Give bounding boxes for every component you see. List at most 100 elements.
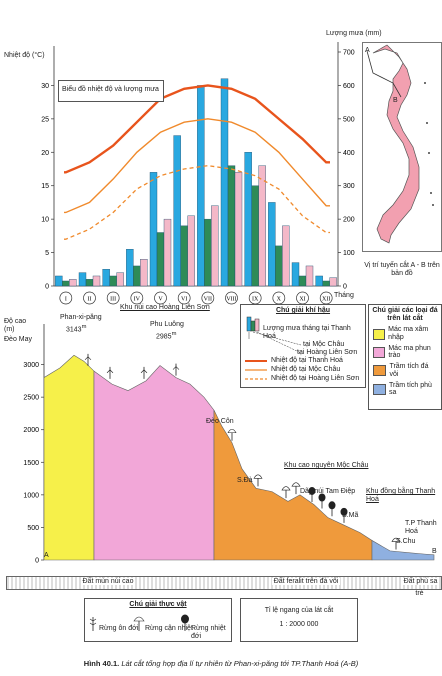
month-label: VI: [181, 297, 187, 303]
rock-label: Mác ma phun trào: [388, 344, 431, 360]
legend-leader-2: [252, 331, 302, 346]
rain-bar: [78, 272, 87, 287]
month-label: VII: [204, 297, 212, 303]
island-dot: [430, 192, 432, 194]
rock-swatch: [373, 365, 387, 377]
rain-bar: [258, 165, 266, 287]
right-tick-label: 600: [343, 83, 355, 90]
rain-bar: [329, 277, 337, 287]
terrain-profile: 0 500 1000 1500 2000 2500 3000: [23, 324, 435, 565]
tropical-forest-icon: [181, 614, 189, 631]
subtropical-tree-crown: [281, 486, 291, 491]
right-tick-label: 300: [343, 183, 355, 190]
soil-2-label: Đất phù sa trẻ: [402, 578, 438, 597]
scale-label: Tỉ lệ ngang của lát cắt: [264, 607, 334, 614]
veg-symbols: [89, 614, 189, 631]
rain-bar: [220, 78, 229, 287]
alluvial-zone: [371, 539, 435, 561]
caption-prefix: Hình 40.1.: [83, 659, 120, 668]
legend-bar-mc: [250, 320, 256, 332]
island-dot: [428, 152, 430, 154]
label-phan-height: 3143m: [66, 324, 86, 334]
left-tick-label: 30: [41, 83, 49, 90]
label-phu-luong: Phu Luông: [150, 321, 184, 328]
rain-bar: [291, 262, 300, 287]
temperature-line: [64, 165, 330, 240]
rain-bar: [197, 85, 205, 287]
month-circle: [106, 291, 120, 305]
subtropical-forest-icon: [133, 616, 145, 631]
chart-title-box: Biểu đồ nhiệt độ và lượng mưa: [58, 80, 164, 102]
rock-legend-item: Mác ma xâm nhập: [373, 326, 437, 341]
rain-bar: [282, 225, 290, 287]
rain-bar: [149, 172, 158, 287]
legend-rain-label: Lượng mưa tháng tại Thanh Hoá: [263, 325, 351, 340]
label-phan-xi-pang: Phan-xi-păng: [60, 314, 102, 321]
temperate-tree-branch: [140, 369, 148, 374]
profile-tick-label: 3000: [23, 362, 39, 369]
legend-bar-th: [246, 316, 252, 332]
rain-bar: [156, 232, 165, 287]
month-label: IX: [252, 297, 259, 303]
legend-bar-hl: [254, 318, 260, 332]
label-deo-may: Đèo May: [4, 336, 33, 343]
label-khu-nui-cao: Khu núi cao Hoàng Liên Sơn: [120, 304, 210, 311]
label-tp-thanh-hoa: T.P Thanh Hoá: [405, 520, 437, 535]
rain-bar: [180, 225, 188, 287]
temperature-line: [64, 118, 330, 214]
profile-tick-label: 1500: [23, 460, 39, 467]
legend-leader-3: [256, 331, 302, 354]
rain-bar: [92, 275, 101, 287]
soil-1: Đất feralit trên đá vôi: [212, 576, 400, 588]
temperature-line: [64, 84, 330, 174]
month-circle: [83, 291, 96, 305]
tropical-tree-crown: [328, 501, 336, 510]
vietnam-map-svg: [366, 44, 434, 244]
map-label-a: A: [365, 47, 370, 54]
temperate-forest-icon: [89, 617, 97, 631]
left-tick-label: 25: [41, 116, 49, 123]
legend-temp-th: Nhiệt độ tại Thanh Hoá: [271, 357, 343, 364]
rain-bar: [268, 202, 276, 287]
rock-swatch: [373, 346, 386, 358]
rock-swatch: [373, 328, 386, 340]
rain-bar: [227, 165, 236, 287]
temperate-tree-branch: [106, 369, 114, 374]
figure-caption: Hình 40.1. Lát cắt tổng hợp địa lí tự nh…: [0, 659, 442, 668]
label-day-tam-diep: Dãy núi Tam Điệp: [300, 488, 356, 495]
phu-luong-height-unit: m: [171, 331, 177, 337]
scale-box: Tỉ lệ ngang của lát cắt 1 : 2000 000: [240, 598, 358, 642]
left-tick-label: 20: [41, 150, 49, 157]
intrusive-magma-zone: [43, 354, 95, 561]
legend-hoang-lien: tại Hoàng Liên Sơn: [297, 349, 358, 356]
rock-legend-title: Chú giải các loại đá trên lát cắt: [372, 307, 438, 322]
soil-2: Đất phù sa trẻ: [400, 576, 440, 597]
scale-value: 1 : 2000 000: [279, 620, 319, 628]
rock-label: Trầm tích phù sa: [389, 381, 432, 397]
label-s-chu: S.Chu: [396, 538, 416, 545]
label-deo-con: Đèo Côn: [206, 418, 234, 425]
rain-bar: [187, 215, 195, 287]
month-label: XI: [299, 297, 305, 303]
soil-0: Đất mùn núi cao: [8, 576, 208, 588]
rain-bar: [275, 245, 283, 287]
month-circle: [130, 291, 144, 305]
right-tick-label: 500: [343, 116, 355, 123]
rain-bar: [140, 259, 148, 287]
rock-swatch: [373, 383, 387, 395]
rain-bar: [102, 269, 110, 287]
subtropical-tree-crown: [227, 428, 237, 434]
legend-moc-chau: tại Mộc Châu: [303, 341, 345, 348]
rain-bar: [322, 280, 330, 287]
rock-legend-item: Mác ma phun trào: [373, 345, 437, 360]
month-label: II: [88, 297, 92, 303]
climate-legend-title: Chú giải khí hậu: [275, 307, 331, 314]
soil-1-label: Đất feralit trên đá vôi: [271, 578, 341, 585]
label-phu-luong-height: 2985m: [156, 331, 176, 341]
veg-label-2: Rừng nhiệt đới: [191, 625, 226, 640]
label-s-da: S.Đà: [237, 477, 253, 484]
climate-legend: Chú giải khí hậu Lượng mưa tháng tại Tha…: [240, 304, 366, 388]
limestone-zone: [213, 410, 373, 561]
month-circle: [225, 291, 238, 305]
rain-bar: [109, 275, 117, 287]
